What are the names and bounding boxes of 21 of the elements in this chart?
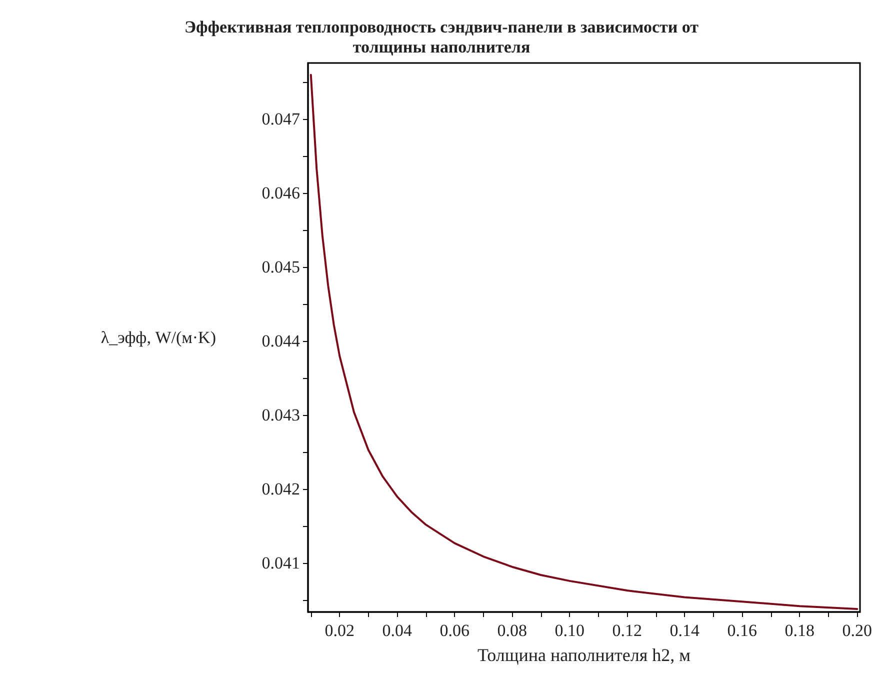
- y-tick-label: 0.046: [262, 184, 300, 203]
- x-tick-label: 0.12: [612, 621, 642, 640]
- x-tick-label: 0.10: [554, 621, 584, 640]
- y-tick-label: 0.043: [262, 406, 300, 425]
- x-tick-label: 0.08: [497, 621, 527, 640]
- x-tick-label: 0.06: [440, 621, 470, 640]
- x-axis-title: Толщина наполнителя h2, м: [477, 645, 691, 665]
- y-tick-label: 0.041: [262, 554, 300, 573]
- y-tick-label: 0.042: [262, 480, 300, 499]
- y-tick-label: 0.044: [262, 332, 300, 351]
- x-tick-label: 0.20: [842, 621, 872, 640]
- chart-title: Эффективная теплопроводность сэндвич-панели в зависимости от толщины наполнителя: [184, 18, 700, 56]
- line-series: [310, 74, 858, 610]
- x-tick-label: 0.14: [670, 621, 700, 640]
- x-tick-label: 0.18: [784, 621, 814, 640]
- x-tick-label: 0.04: [382, 621, 412, 640]
- x-tick-label: 0.16: [727, 621, 757, 640]
- x-tick-label: 0.02: [324, 621, 354, 640]
- y-tick-label: 0.045: [262, 258, 300, 277]
- y-axis-title: λ_эфф, W/(м·K): [100, 328, 216, 347]
- y-tick-label: 0.047: [262, 110, 300, 129]
